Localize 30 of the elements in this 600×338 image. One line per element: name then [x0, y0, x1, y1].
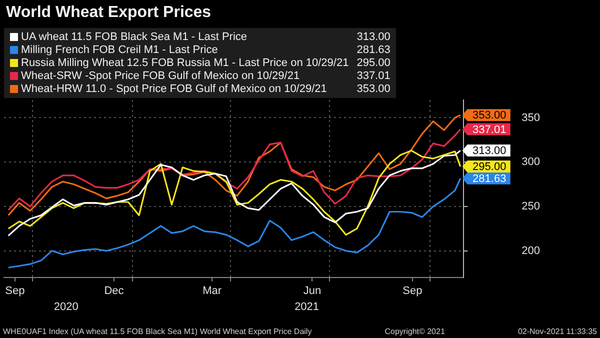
data-label: 295.00: [472, 161, 506, 174]
x-tick-label: Sep: [402, 285, 422, 298]
text: 313.00: [356, 31, 390, 43]
data-label: 281.63: [472, 172, 506, 185]
x2-tick-label: 2021: [294, 301, 320, 314]
y-tick-label: 250: [522, 200, 540, 212]
data-label: 337.01: [472, 124, 506, 136]
text: 295.00: [356, 57, 390, 69]
text: Copyright© 2021: [384, 327, 445, 336]
legend-label: Milling French FOB Creil M1 - Last Price: [21, 44, 218, 56]
x-tick-label: Jun: [303, 285, 322, 298]
x2-tick-label: 2020: [54, 301, 78, 314]
text: 337.01: [356, 70, 390, 82]
y-tick-label: 300: [522, 156, 540, 168]
legend-label: Wheat-SRW -Spot Price FOB Gulf of Mexico on 10/29/21: [21, 70, 300, 82]
text: WHE0UAF1 Index (UA wheat 11.5 FOB Black Sea M1) World Wheat Export Price Daily: [3, 327, 312, 336]
y-tick-label: 200: [522, 244, 540, 257]
data-label: 353.00: [472, 110, 506, 122]
data-label: 313.00: [472, 145, 506, 158]
y-tick-label: 350: [522, 112, 540, 124]
x-tick-label: Sep: [5, 285, 25, 298]
legend-label: UA wheat 11.5 FOB Black Sea M1 - Last Price: [21, 31, 248, 43]
text: 353.00: [356, 83, 390, 95]
text: 02-Nov-2021 11:33:35: [518, 327, 597, 336]
text: 281.63: [356, 44, 390, 56]
x-tick-label: Mar: [202, 285, 222, 298]
legend-label: Russia Milling Wheat 12.5 FOB Russia M1 - Last Price on 10/29/21: [21, 57, 349, 69]
chart-title: World Wheat Export Prices: [6, 4, 212, 22]
legend-label: Wheat-HRW 11.0 - Spot Price FOB Gulf of Mexico on 10/29/21: [21, 83, 327, 95]
x-tick-label: Dec: [104, 285, 124, 298]
